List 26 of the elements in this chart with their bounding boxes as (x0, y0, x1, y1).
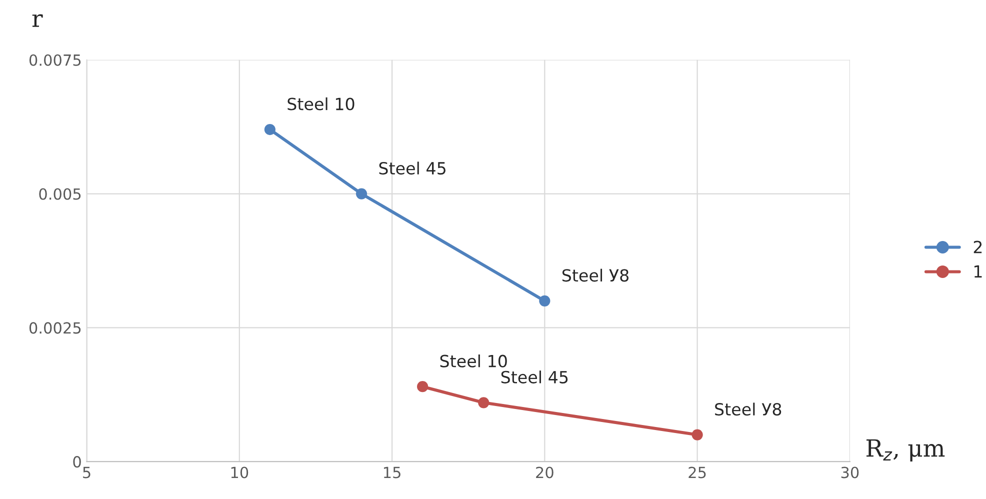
annotation: Steel 45 (379, 162, 446, 175)
x-tick-label: 20 (536, 466, 554, 478)
point (692, 429, 703, 440)
annotation: Steel 10 (440, 354, 507, 368)
x-axis-title: R$_{z}$, μm (866, 439, 945, 462)
annotation: Steel 45 (501, 370, 568, 384)
annotation: Steel 10 (288, 97, 354, 110)
point (417, 381, 428, 392)
point (264, 124, 276, 136)
annotation: Steel У8 (715, 402, 782, 416)
y-axis-title: r (32, 14, 43, 27)
x-tick-label: 10 (231, 466, 248, 478)
x-tick-label: 30 (841, 466, 859, 478)
x-tick-label: 5 (83, 466, 90, 478)
legend-label: 2 (974, 240, 982, 254)
annotation: Steel У8 (562, 268, 629, 282)
y-tick-label: 0.005 (39, 188, 81, 200)
point (539, 295, 550, 306)
point (478, 397, 490, 408)
y-tick-label: 0.0025 (29, 322, 81, 334)
y-tick-label: 0.0075 (29, 54, 81, 66)
y-tick-label: 0 (73, 456, 81, 468)
legend-label: 1 (974, 265, 982, 278)
x-tick-label: 25 (688, 466, 706, 478)
x-tick-label: 15 (384, 466, 400, 478)
point (356, 188, 368, 200)
